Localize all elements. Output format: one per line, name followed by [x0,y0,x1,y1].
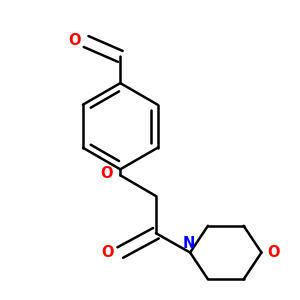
Text: O: O [268,245,280,260]
Text: O: O [69,32,81,47]
Text: N: N [182,236,195,251]
Text: O: O [101,245,114,260]
Text: O: O [100,166,112,181]
